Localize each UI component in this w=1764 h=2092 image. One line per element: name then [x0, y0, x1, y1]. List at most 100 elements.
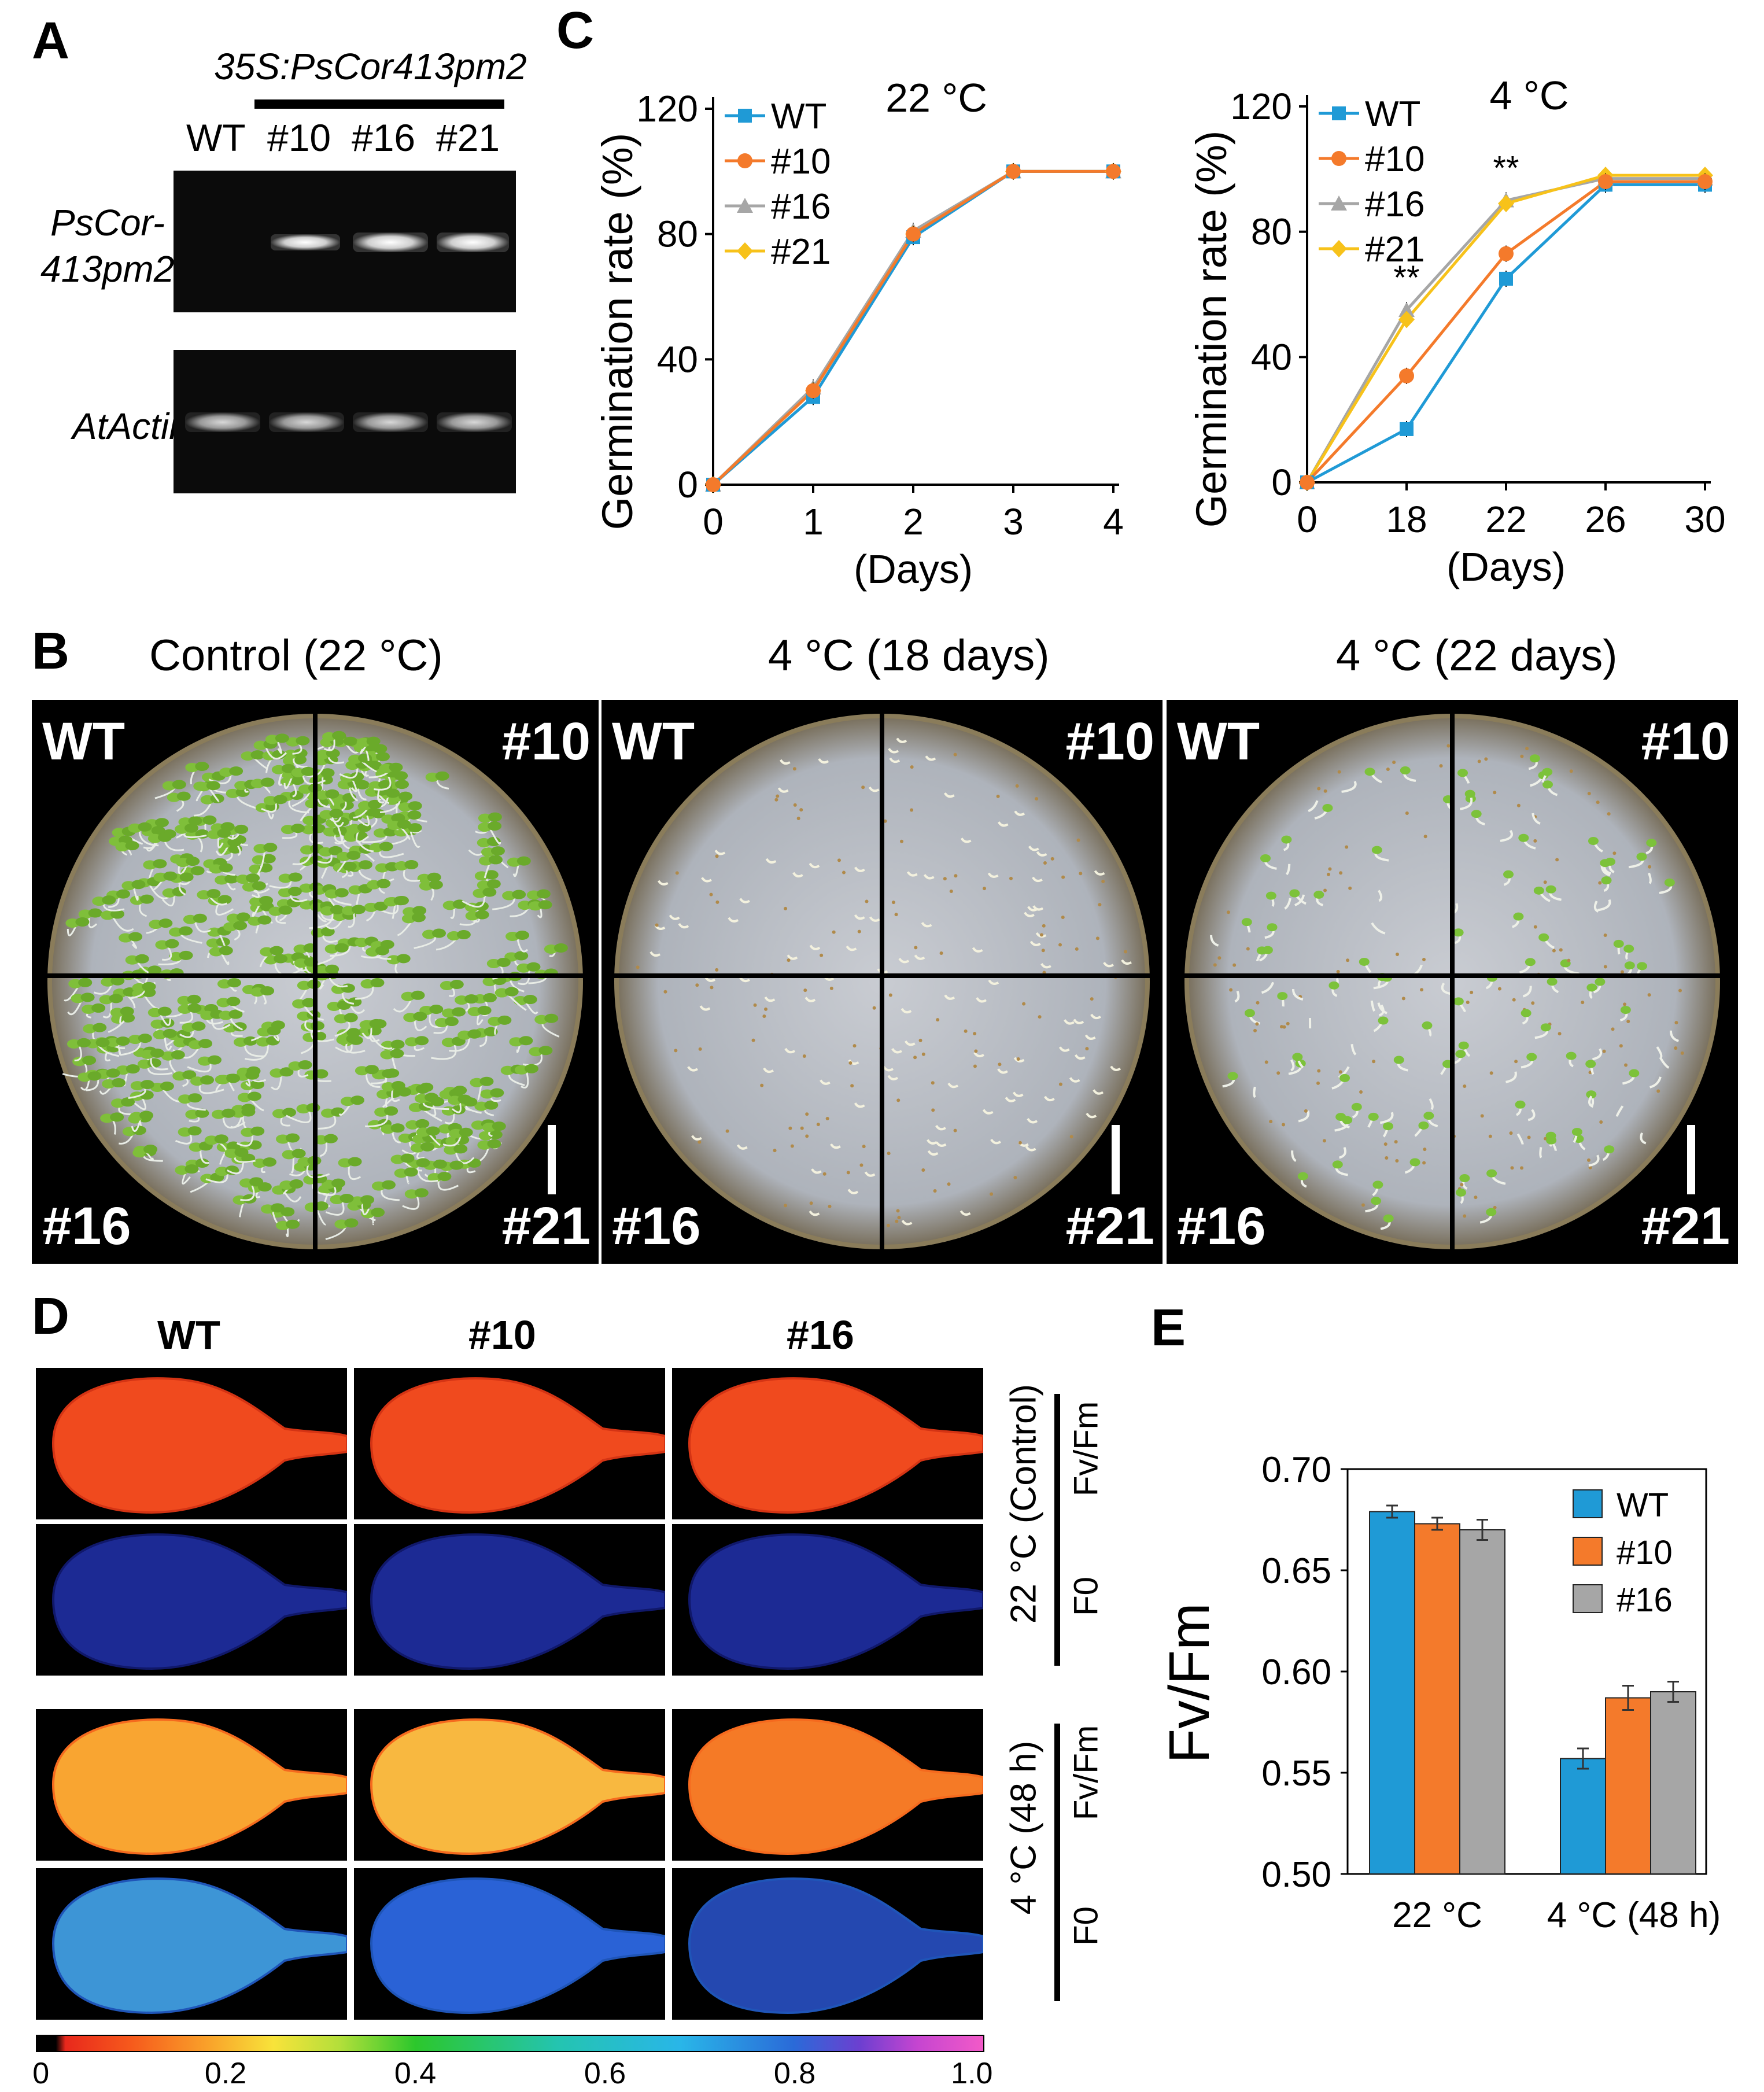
seedling-root: [276, 739, 283, 754]
seed: [1372, 1060, 1376, 1064]
e-bar-10-0: [1414, 1523, 1460, 1875]
seedling-leaf: [1646, 839, 1657, 847]
seedling-root: [245, 1042, 269, 1061]
seedling-leaf: [437, 1172, 452, 1182]
seedling-sprout: [887, 1075, 899, 1080]
seedling-leaf: [267, 1026, 281, 1036]
seedling-leaf: [1267, 923, 1278, 932]
seedling-sprout: [864, 1171, 876, 1177]
seed: [792, 767, 796, 771]
seedling-sprout: [763, 1067, 774, 1073]
seed: [1509, 1131, 1513, 1135]
seedling-sprout: [1090, 1013, 1101, 1020]
seed: [816, 1123, 820, 1127]
seedling-sprout: [987, 872, 999, 878]
seedling-leaf: [219, 946, 233, 955]
seed: [895, 1219, 899, 1223]
e-legend-swatch-16: [1573, 1584, 1603, 1613]
seedling-leaf: [139, 1110, 154, 1120]
seedling-leaf: [459, 1127, 473, 1137]
seedling-leaf: [1422, 1021, 1433, 1030]
leaf-image-control-fvfm-2: [672, 1368, 984, 1519]
seedling-leaf: [331, 1107, 345, 1117]
seedling-leaf: [234, 1148, 249, 1157]
seed: [828, 1204, 832, 1208]
seedling-leaf: [449, 980, 464, 990]
seedling-leaf: [453, 1144, 468, 1154]
seedling-sprout: [868, 786, 880, 792]
seedling-leaf: [323, 1134, 338, 1143]
seed: [891, 901, 895, 905]
seedling-sprout: [1044, 1095, 1055, 1102]
seedling-root: [1522, 986, 1532, 998]
seedling-leaf: [120, 1097, 135, 1107]
seed: [1101, 879, 1105, 883]
seedling-root: [1339, 1146, 1347, 1159]
seedling-root: [1292, 988, 1304, 1001]
seed: [1085, 1047, 1089, 1051]
seedling-leaf: [408, 801, 422, 811]
leaf-body: [51, 1877, 348, 2014]
seedling-sprout: [935, 1124, 946, 1131]
seedling-leaf: [429, 1004, 444, 1014]
seed: [1466, 1001, 1470, 1005]
seed: [776, 794, 780, 798]
seedling-sprout: [904, 1040, 916, 1046]
seedling-root: [402, 1193, 420, 1210]
seedling-root: [357, 812, 370, 827]
seed: [973, 1032, 977, 1036]
seed: [936, 1018, 940, 1022]
seedling-sprout: [780, 759, 791, 765]
seedling-leaf: [329, 809, 344, 818]
seedling-leaf: [407, 810, 422, 820]
seedling-leaf: [490, 846, 505, 856]
seedling-leaf: [291, 1149, 306, 1158]
seedling-root: [488, 827, 501, 845]
c22-legend-marker: [737, 198, 753, 213]
seed: [1611, 1027, 1615, 1031]
seed: [1246, 947, 1250, 951]
seedling-leaf: [375, 752, 390, 762]
leaf-shape-control-fvfm-1: [370, 1377, 666, 1514]
seedling-sprout: [687, 1066, 698, 1072]
seedling-sprout: [1103, 962, 1114, 968]
seed: [1338, 1070, 1342, 1074]
seed: [1061, 875, 1065, 879]
seedling-leaf: [1281, 835, 1292, 844]
seedling-leaf: [339, 1193, 354, 1203]
e-legend-swatch-10: [1573, 1537, 1603, 1566]
fvfm-label-2: Fv/Fm: [1067, 1725, 1105, 1821]
e-bar-WT-0: [1369, 1511, 1415, 1875]
seedling-root: [1592, 1048, 1603, 1061]
seed: [1022, 1002, 1026, 1006]
seedling-leaf: [112, 1078, 126, 1087]
seedling-sprout: [1094, 870, 1105, 876]
seedling-root: [1588, 1154, 1600, 1167]
seed: [762, 1014, 766, 1019]
seed: [913, 1056, 917, 1060]
seedling-leaf: [140, 1080, 154, 1090]
seedling-root: [102, 999, 112, 1019]
seedling-leaf: [1453, 997, 1464, 1006]
seed: [1042, 971, 1046, 975]
seedling-leaf: [191, 1021, 206, 1031]
leaf-image-control-fvfm-1: [354, 1368, 666, 1519]
seedling-leaf: [1586, 1090, 1597, 1099]
seedling-leaf: [110, 909, 124, 919]
seed: [933, 1189, 937, 1193]
seedling-leaf: [116, 1036, 130, 1046]
leaf-body: [51, 1533, 348, 1670]
c4-legend-label: #16: [1365, 185, 1425, 224]
c4-ylabel: Germination rate (%): [1187, 131, 1235, 528]
seedling-leaf: [243, 1036, 257, 1046]
seed: [872, 1006, 876, 1010]
seed: [805, 1134, 809, 1138]
seed: [1488, 1134, 1492, 1138]
seedling-sprout: [830, 1143, 841, 1149]
seedling-leaf: [82, 1056, 97, 1065]
seed: [773, 1149, 777, 1153]
leaf-image-control-fvfm-0: [36, 1368, 348, 1519]
seedling-leaf: [217, 828, 231, 838]
seed: [1680, 1051, 1684, 1055]
seedling-leaf: [519, 1036, 533, 1046]
